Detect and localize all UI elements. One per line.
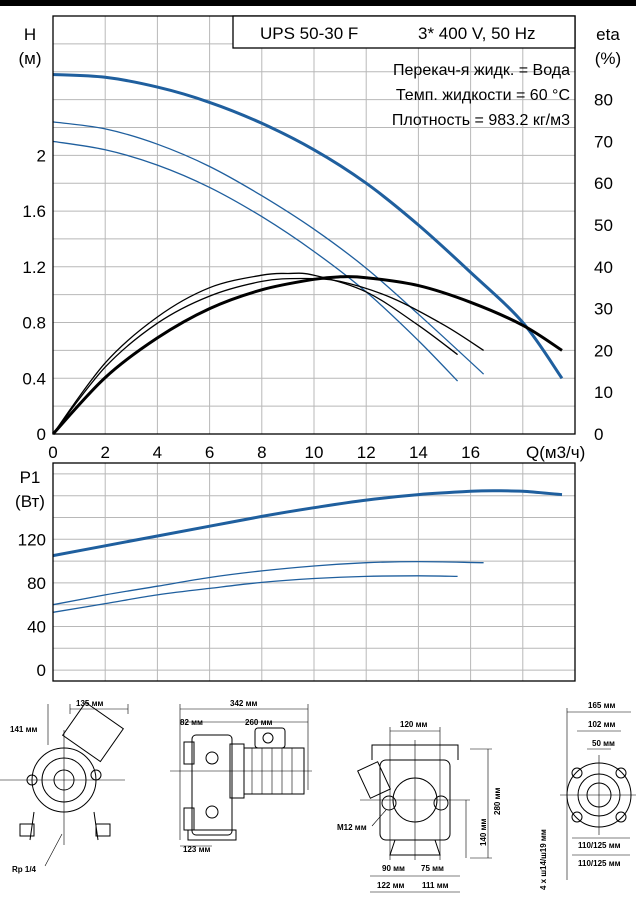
view3-dim-b: 75 мм: [421, 864, 444, 873]
power-axis-unit: (Вт): [15, 492, 45, 511]
power-chart-frame: [52, 462, 576, 682]
view1-dim-width: 135 мм: [76, 699, 103, 708]
info-density: Плотность = 983.2 кг/м3: [392, 112, 570, 129]
head-tick-label: 0.8: [22, 314, 46, 333]
power-curve-2: [52, 575, 458, 613]
tick-labels: 0 2 4 6 8 10 12 14 1600.40.81.21.620102030405060…: [18, 91, 613, 680]
view3-dim-top: 120 мм: [400, 720, 427, 729]
head-efficiency-curves: [51, 73, 564, 436]
x-tick-label: 8: [257, 443, 266, 462]
head-tick-label: 1.6: [22, 202, 46, 221]
efficiency-curve-5: [52, 277, 484, 435]
top-border-bar: [0, 0, 636, 6]
view4-pcd2: 110/125 мм: [578, 859, 621, 868]
power-curves: [52, 489, 563, 613]
power-tick-label: 0: [37, 661, 46, 680]
power-curve-0: [52, 489, 563, 558]
supply-spec: 3* 400 V, 50 Hz: [418, 24, 536, 43]
drawing-side-view: 135 мм 141 мм Rp 1/4: [0, 699, 129, 874]
view1-dim-height: 141 мм: [10, 725, 37, 734]
eta-tick-label: 0: [594, 425, 603, 444]
eta-tick-label: 50: [594, 216, 613, 235]
power-axis-title: P1: [20, 468, 41, 487]
head-tick-label: 2: [37, 146, 46, 165]
view4-holes: 4 x ш14/ш19 мм: [539, 829, 548, 890]
view3-dim-c: 122 мм: [377, 881, 404, 890]
eta-tick-label: 70: [594, 132, 613, 151]
view2-dim-foot: 123 мм: [183, 845, 210, 854]
efficiency-curve-3: [51, 275, 563, 436]
x-tick-label: 16: [461, 443, 480, 462]
head-tick-label: 0.4: [22, 369, 46, 388]
eta-axis-title: eta: [596, 25, 620, 44]
head-curve-1: [52, 121, 485, 375]
view3-dim-a: 90 мм: [382, 864, 405, 873]
head-axis-title: H: [24, 25, 36, 44]
info-temperature: Темп. жидкости = 60 °C: [396, 87, 570, 104]
x-tick-label: 10: [305, 443, 324, 462]
title-box: [232, 15, 576, 49]
x-tick-label: 0: [48, 443, 57, 462]
x-tick-label: 4: [153, 443, 162, 462]
x-tick-label: 14: [409, 443, 428, 462]
view1-thread: Rp 1/4: [12, 865, 37, 874]
eta-tick-label: 20: [594, 341, 613, 360]
drawing-end-view: 120 мм 280 мм 140 мм M12 мм 90 мм 75 мм …: [337, 720, 502, 893]
power-chart-grid: [53, 463, 575, 681]
power-tick-label: 120: [18, 530, 46, 549]
eta-tick-label: 10: [594, 383, 613, 402]
view3-dim-height: 280 мм: [493, 788, 502, 815]
efficiency-curve-4: [52, 272, 458, 435]
power-tick-label: 80: [27, 574, 46, 593]
drawing-flange-view: 165 мм 102 мм 50 мм 4 x ш14/ш19 мм 110/1…: [539, 701, 636, 890]
view2-dim-left: 82 мм: [180, 718, 203, 727]
power-curve-1: [52, 560, 484, 606]
view4-pcd1: 110/125 мм: [578, 841, 621, 850]
x-tick-label: 12: [357, 443, 376, 462]
head-curve-0: [52, 73, 564, 380]
x-tick-label: 2: [100, 443, 109, 462]
eta-tick-label: 40: [594, 258, 613, 277]
head-curve-2: [52, 140, 459, 382]
view2-dim-total: 342 мм: [230, 699, 257, 708]
power-tick-label: 40: [27, 618, 46, 637]
head-tick-label: 1.2: [22, 258, 46, 277]
x-tick-label: 6: [205, 443, 214, 462]
info-liquid: Перекач-я жидк. = Вода: [393, 62, 570, 79]
view3-bolt: M12 мм: [337, 823, 367, 832]
view3-dim-lower: 140 мм: [479, 819, 488, 846]
eta-tick-label: 60: [594, 174, 613, 193]
view4-dim-mid: 102 мм: [588, 720, 615, 729]
eta-tick-label: 80: [594, 91, 613, 110]
eta-axis-unit: (%): [595, 49, 621, 68]
head-axis-unit: (м): [18, 49, 41, 68]
model-name: UPS 50-30 F: [260, 24, 358, 43]
view3-dim-d: 111 мм: [422, 881, 449, 890]
head-tick-label: 0: [37, 425, 46, 444]
eta-tick-label: 30: [594, 300, 613, 319]
view4-dim-inner: 50 мм: [592, 739, 615, 748]
flow-axis-title: Q(м3/ч): [526, 443, 585, 462]
view4-dim-outer: 165 мм: [588, 701, 615, 710]
view2-dim-right: 260 мм: [245, 718, 272, 727]
drawing-front-view: 342 мм 82 мм 260 мм 123 мм: [170, 699, 312, 854]
